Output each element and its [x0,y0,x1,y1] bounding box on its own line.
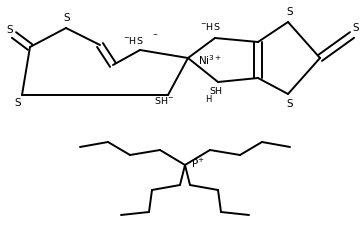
Text: P$^{+}$: P$^{+}$ [191,156,205,170]
Text: H: H [205,96,211,104]
Text: SH$^{-}$: SH$^{-}$ [154,94,174,106]
Text: $^{-}$HS: $^{-}$HS [200,22,220,32]
Text: S: S [64,13,70,23]
Text: $^{-}$HS: $^{-}$HS [123,34,143,46]
Text: $^{-}$: $^{-}$ [152,30,158,40]
Text: S: S [287,99,293,109]
Text: SH: SH [210,88,223,96]
Text: S: S [7,25,13,35]
Text: S: S [287,7,293,17]
Text: S: S [353,23,359,33]
Text: S: S [15,98,21,108]
Text: Ni$^{3+}$: Ni$^{3+}$ [198,53,222,67]
